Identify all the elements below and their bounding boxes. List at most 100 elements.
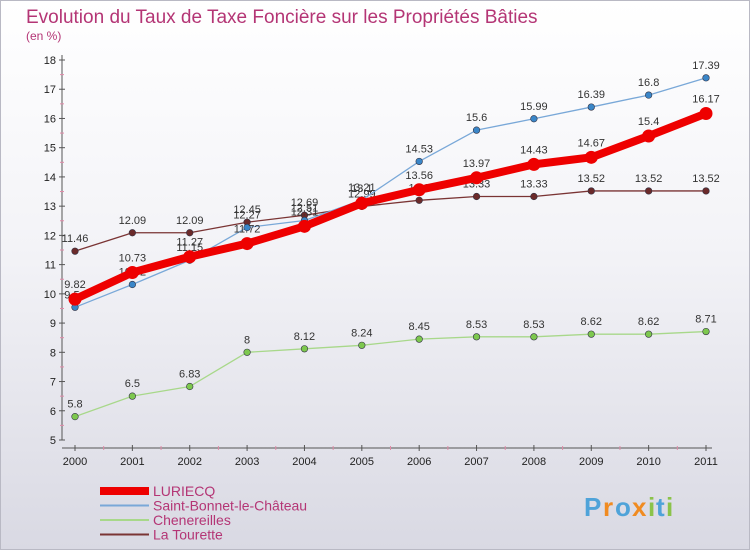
data-label: 13.56 <box>405 170 433 182</box>
data-point <box>297 219 311 233</box>
x-tick-label: 2004 <box>292 456 316 468</box>
series-layer: 5.8 6.5 6.83 8 8.12 8.24 8.45 8.53 8.53 8.62 8.62 8… <box>62 60 720 421</box>
data-label: 13.1 <box>351 183 372 195</box>
data-point <box>470 171 484 185</box>
data-point <box>300 345 309 353</box>
data-label: 8.62 <box>638 316 659 328</box>
y-tick-label: 18 <box>44 55 56 67</box>
x-tick-label: 2003 <box>235 456 259 468</box>
x-tick-label: 2006 <box>407 456 431 468</box>
data-point <box>415 196 423 204</box>
data-label: 16.17 <box>692 93 720 105</box>
y-tick-label: 7 <box>50 377 56 389</box>
data-label: 14.43 <box>520 144 548 156</box>
y-tick-label: 16 <box>44 113 56 125</box>
data-label: 8.53 <box>523 319 544 331</box>
data-label: 5.8 <box>67 399 82 411</box>
data-point <box>472 192 481 201</box>
y-tick-label: 14 <box>44 172 56 184</box>
data-label: 13.97 <box>463 158 491 170</box>
data-label: 8.12 <box>294 331 315 343</box>
data-label: 8.45 <box>408 321 429 333</box>
chart-subtitle: (en %) <box>26 29 61 43</box>
data-label: 12.09 <box>119 215 147 227</box>
logo-letter: o <box>615 492 631 522</box>
data-point <box>472 126 481 134</box>
x-tick-label: 2011 <box>694 456 718 468</box>
data-point <box>699 106 713 120</box>
series-line <box>74 190 707 252</box>
logo-letter: x <box>632 492 647 522</box>
series-line <box>74 77 707 308</box>
data-label: 8.53 <box>466 319 487 331</box>
data-point <box>125 266 139 280</box>
logo-letter: i <box>648 492 655 522</box>
data-point <box>642 129 656 143</box>
data-point <box>530 192 538 201</box>
data-label: 15.4 <box>638 116 659 128</box>
data-point <box>183 250 197 264</box>
data-label: 14.53 <box>405 143 433 155</box>
data-point <box>587 330 595 338</box>
data-point <box>702 187 710 195</box>
data-label: 6.83 <box>179 369 200 381</box>
logo-letter: i <box>666 492 673 522</box>
data-label: 12.99 <box>348 188 376 200</box>
data-label: 15.6 <box>466 112 487 124</box>
data-point <box>415 335 423 343</box>
data-point <box>71 247 79 255</box>
y-tick-label: 12 <box>44 230 56 242</box>
data-label: 8.71 <box>695 314 716 326</box>
data-label: 11.72 <box>234 224 261 236</box>
data-label: 9.82 <box>64 279 85 291</box>
x-tick-label: 2007 <box>464 456 488 468</box>
data-point <box>527 157 541 171</box>
data-label: 12.45 <box>233 204 261 216</box>
data-point <box>128 280 136 289</box>
y-tick-label: 8 <box>50 347 56 359</box>
data-label: 13.33 <box>520 179 548 191</box>
legend-label: Saint-Bonnet-le-Château <box>153 498 307 514</box>
data-point <box>415 157 423 166</box>
series-2: 11.4612.0912.0912.4512.6912.9913.213.331… <box>62 173 720 255</box>
x-tick-label: 2002 <box>177 456 201 468</box>
data-point <box>645 91 653 99</box>
data-point <box>240 237 254 251</box>
data-point <box>530 115 538 123</box>
data-point <box>186 229 194 237</box>
y-tick-label: 9 <box>50 318 56 330</box>
data-point <box>355 196 369 210</box>
data-point <box>587 103 595 111</box>
data-point <box>472 333 481 341</box>
data-point <box>243 223 251 232</box>
data-label: 14.67 <box>578 137 606 149</box>
data-label: 12.31 <box>291 206 319 218</box>
data-label: 11.46 <box>62 233 89 245</box>
data-point <box>186 382 194 391</box>
data-label: 12.69 <box>291 197 319 209</box>
x-tick-label: 2008 <box>522 456 546 468</box>
y-tick-label: 6 <box>50 406 56 418</box>
data-point <box>702 74 710 82</box>
logo-letter: t <box>656 492 665 522</box>
data-label: 11.27 <box>176 237 203 249</box>
data-label: 10.73 <box>119 253 147 265</box>
data-point <box>243 348 251 356</box>
series-1: 5.8 6.5 6.83 8 8.12 8.24 8.45 8.53 8.53 8.62 8.62 8… <box>67 314 717 421</box>
data-label: 6.5 <box>125 378 140 390</box>
x-tick-label: 2009 <box>579 456 603 468</box>
data-label: 16.8 <box>638 77 659 89</box>
data-point <box>530 333 538 341</box>
data-point <box>71 413 79 421</box>
data-label: 8.24 <box>351 327 372 339</box>
data-point <box>128 392 136 400</box>
y-tick-label: 13 <box>44 201 56 213</box>
data-label: 12.51 <box>291 202 319 214</box>
data-label: 12.27 <box>233 209 261 221</box>
data-label: 13.21 <box>348 182 376 194</box>
data-label: 12.09 <box>176 215 204 227</box>
data-label: 15.99 <box>520 101 548 113</box>
series-line <box>74 330 707 418</box>
y-tick-label: 15 <box>44 143 56 155</box>
